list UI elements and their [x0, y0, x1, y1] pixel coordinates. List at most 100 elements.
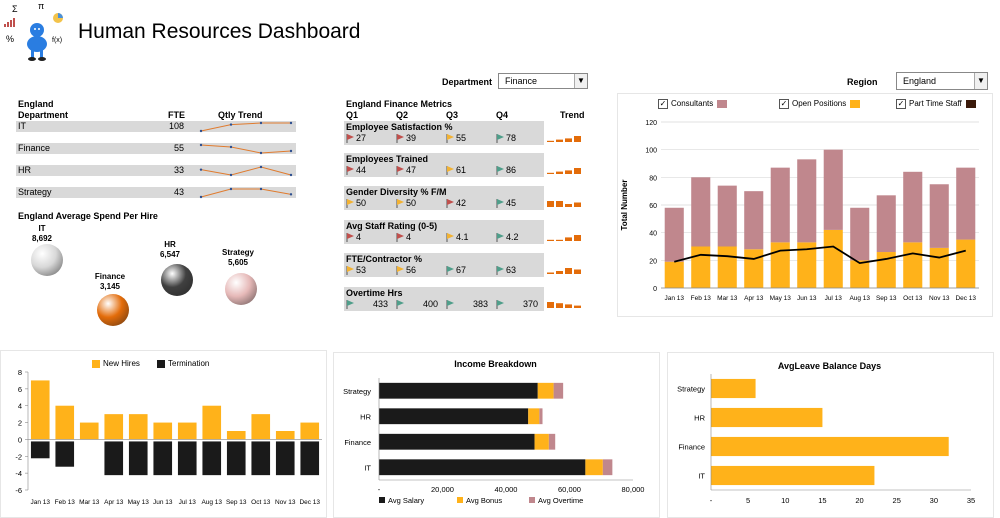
flag-icon: [346, 266, 354, 275]
y-tick-label: HR: [694, 414, 705, 423]
avg-overtime-bar: [548, 433, 556, 450]
metric-value: 44: [356, 165, 367, 175]
legend-open-positions[interactable]: ✓ Open Positions: [779, 99, 861, 109]
metric-name: FTE/Contractor %: [346, 254, 423, 264]
logo-symbol-fx: f(x): [52, 37, 62, 44]
fte-trend-sparkline: [199, 187, 293, 199]
sparkline: [200, 144, 292, 154]
metric-value: 433: [372, 299, 388, 309]
flag-icon: [496, 300, 504, 309]
metric-name: Employee Satisfaction %: [346, 122, 453, 132]
trend-bar: [574, 168, 581, 174]
legend-part-time[interactable]: ✓ Part Time Staff: [896, 99, 976, 109]
x-tick-label: 15: [818, 496, 826, 505]
spend-value: 3,145: [99, 282, 121, 291]
legend-consultants[interactable]: ✓ Consultants: [658, 99, 728, 109]
y-tick-label: 0: [18, 435, 22, 444]
consultants-bar: [876, 195, 896, 253]
x-tick-label: Jan 13: [30, 499, 50, 506]
trend-bar: [574, 269, 581, 274]
fte-value: 55: [173, 143, 184, 153]
metric-trend-bars: [547, 302, 581, 308]
metric-trend-bars: [547, 201, 581, 207]
leave-bar: [711, 465, 875, 486]
x-tick-label: 40,000: [495, 485, 518, 494]
open-positions-bar: [770, 242, 790, 288]
avg-overtime-bar: [553, 382, 564, 399]
sparkline: [200, 122, 291, 132]
avg-overtime-bar: [602, 459, 613, 476]
x-tick-label: Jun 13: [153, 499, 173, 506]
flag-icon: [446, 266, 454, 275]
y-tick-label: Finance: [678, 443, 705, 452]
y-tick-label: 60: [649, 203, 657, 210]
new-hires-bar: [177, 422, 197, 440]
x-tick-label: Nov 13: [275, 499, 296, 506]
avg-salary-bar: [379, 433, 535, 450]
chevron-down-icon[interactable]: ▼: [974, 73, 987, 89]
spend-sphere: [31, 244, 63, 276]
legend-label: New Hires: [103, 359, 140, 368]
y-tick-label: 8: [18, 368, 22, 377]
new-hires-bar: [79, 422, 99, 440]
y-tick-label: -6: [15, 486, 22, 495]
trend-bar: [556, 139, 563, 142]
y-tick-label: IT: [698, 472, 705, 481]
trend-bar: [556, 201, 563, 207]
new-hires-bar: [104, 414, 124, 440]
department-select[interactable]: Finance ▼: [498, 73, 588, 89]
x-tick-label: Apr 13: [744, 295, 764, 302]
avg-bonus-bar: [534, 433, 549, 450]
trend-bar: [547, 239, 554, 241]
trend-bar: [556, 239, 563, 241]
new-hires-bar: [275, 431, 295, 440]
new-hires-bar: [128, 414, 148, 440]
metric-value: 50: [356, 198, 367, 208]
consultants-bar: [664, 207, 684, 262]
flag-icon: [396, 134, 404, 143]
region-select[interactable]: England ▼: [896, 72, 988, 90]
trend-bar: [574, 136, 581, 142]
new-hires-bar: [300, 422, 320, 440]
open-positions-bar: [744, 249, 764, 288]
metric-value: 400: [422, 299, 438, 309]
legend-label: Open Positions: [792, 99, 847, 109]
flag-icon: [446, 233, 454, 242]
sparkline: [200, 166, 292, 176]
trend-bar: [565, 237, 572, 241]
legend-label: Avg Bonus: [466, 496, 502, 505]
flag-icon: [496, 266, 504, 275]
y-tick-label: Finance: [344, 438, 371, 447]
fte-col-fte: FTE: [168, 110, 185, 120]
sparkline-point: [229, 145, 233, 149]
flag-icon: [396, 300, 404, 309]
trend-bar: [547, 140, 554, 142]
sparkline-point: [199, 143, 203, 147]
y-tick-label: 0: [653, 286, 657, 293]
x-tick-label: May 13: [770, 295, 792, 302]
chevron-down-icon[interactable]: ▼: [574, 74, 587, 88]
flag-icon: [496, 166, 504, 175]
consultants-checkbox[interactable]: ✓: [658, 99, 668, 109]
sparkline-point: [199, 168, 203, 171]
open-positions-checkbox[interactable]: ✓: [779, 99, 789, 109]
logo-symbol-percent: %: [6, 34, 14, 44]
fte-region-label: England: [18, 99, 54, 109]
termination-bar: [226, 441, 246, 476]
flag-icon: [496, 199, 504, 208]
new-hires-bar: [30, 380, 50, 440]
y-tick-label: 80: [649, 175, 657, 182]
metric-value: 53: [356, 265, 367, 275]
leave-bar: [711, 407, 823, 428]
termination-bar: [55, 441, 75, 467]
trend-bar: [556, 171, 563, 174]
termination-bar: [153, 441, 173, 476]
avg-bonus-bar: [528, 408, 540, 425]
open-positions-bar: [876, 252, 896, 288]
fte-department: IT: [18, 121, 26, 131]
part-time-checkbox[interactable]: ✓: [896, 99, 906, 109]
metric-value: 67: [456, 265, 467, 275]
fte-col-department: Department: [18, 110, 69, 120]
avg-bonus-bar: [585, 459, 603, 476]
metric-name: Gender Diversity % F/M: [346, 187, 447, 197]
